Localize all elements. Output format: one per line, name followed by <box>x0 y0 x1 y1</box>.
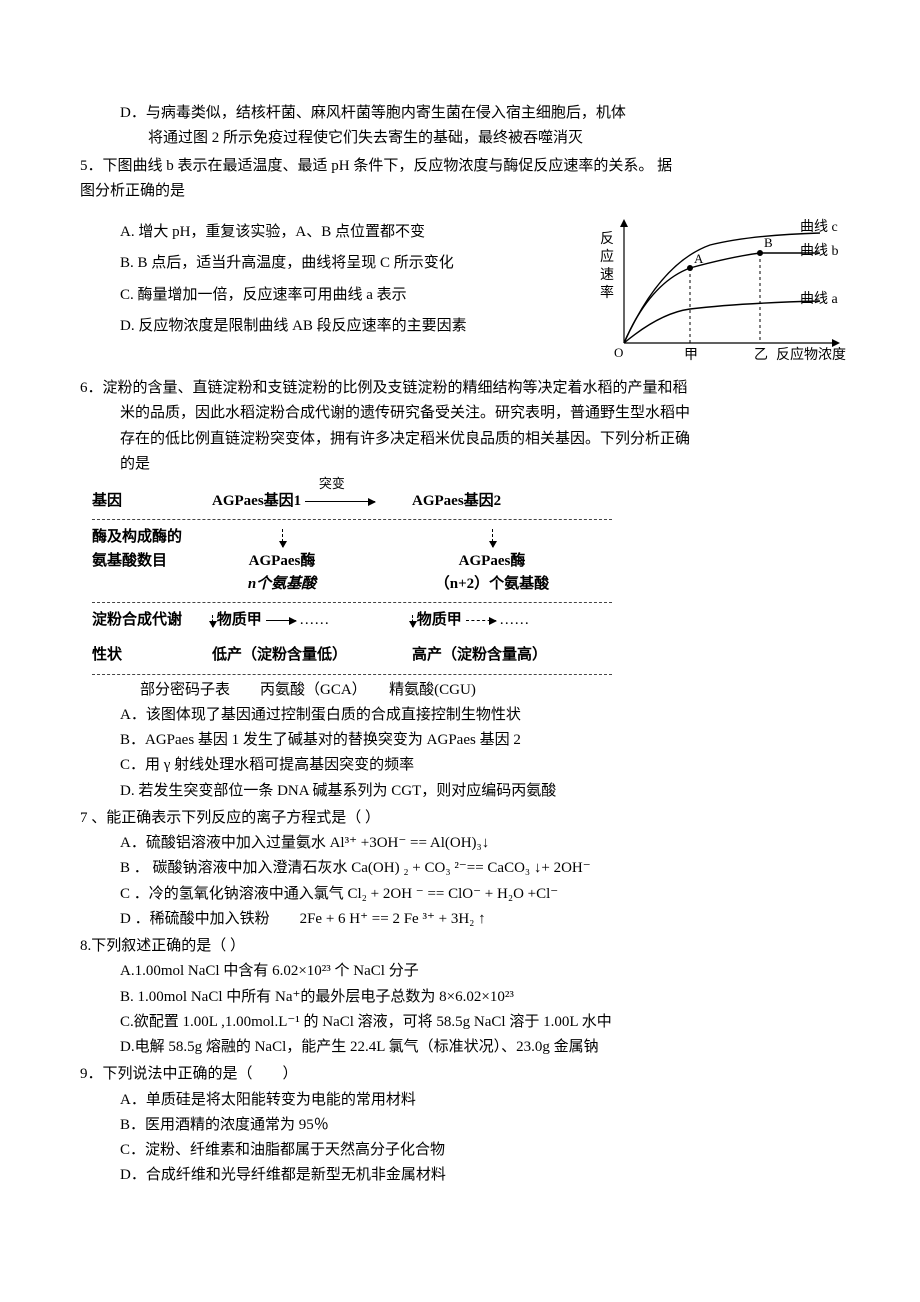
q9-option-c: C．淀粉、纤维素和油脂都属于天然高分子化合物 <box>80 1139 850 1162</box>
q6-stem-line2: 米的品质，因此水稻淀粉合成代谢的遗传研究备受关注。研究表明，普通野生型水稻中 <box>80 402 850 425</box>
gene-row3-c2: 物质甲 <box>417 612 462 628</box>
q6-option-a: A．该图体现了基因通过控制蛋白质的合成直接控制生物性状 <box>80 704 850 727</box>
q9-option-b: B．医用酒精的浓度通常为 95％ <box>80 1114 850 1137</box>
q5-option-b: B. B 点后，适当升高温度，曲线将呈现 C 所示变化 <box>80 252 572 275</box>
chart-y-char2: 应 <box>600 248 614 265</box>
q6-option-b: B．AGPaes 基因 1 发生了碱基对的替换突变为 AGPaes 基因 2 <box>80 729 850 752</box>
gene-row2-c1-l1: AGPaes酶 <box>212 550 352 573</box>
arrow-right-icon <box>305 501 375 502</box>
chart-curve-b-label: 曲线 b <box>800 243 839 259</box>
q9-option-a: A．单质硅是将太阳能转变为电能的常用材料 <box>80 1089 850 1112</box>
q5-stem-line2: 图分析正确的是 <box>80 180 850 203</box>
q7-option-d: D ．稀硫酸中加入铁粉 2Fe + 6 H⁺ == 2 Fe ³⁺ + 3H₂ … <box>80 908 850 931</box>
q7-option-a: A．硫酸铝溶液中加入过量氨水 Al³⁺ +3OH⁻ == Al(OH)₃↓ <box>80 832 850 855</box>
q7-option-b: B ． 碳酸钠溶液中加入澄清石灰水 Ca(OH) ₂ + CO₃ ²⁻== Ca… <box>80 857 850 880</box>
dash-arrow-icon <box>212 615 213 627</box>
gene-row2-label-l2: 氨基酸数目 <box>92 550 212 573</box>
chart-xtick2: 乙 <box>754 347 768 363</box>
chart-curve-c-label: 曲线 c <box>800 219 838 235</box>
dash-arrow-icon <box>282 529 283 547</box>
q6-stem-line1: 6．淀粉的含量、直链淀粉和支链淀粉的比例及支链淀粉的精细结构等决定着水稻的产量和… <box>80 377 850 400</box>
q8-option-b: B. 1.00mol NaCl 中所有 Na⁺的最外层电子总数为 8×6.02×… <box>80 986 850 1009</box>
q6-stem-line4: 的是 <box>80 453 850 476</box>
gene-row3-label: 淀粉合成代谢 <box>92 609 212 632</box>
q4-option-d-line2: 将通过图 2 所示免疫过程使它们失去寄生的基础，最终被吞噬消灭 <box>80 127 850 150</box>
chart-origin: O <box>614 345 623 360</box>
gene-row2-c2-l2: （n+2）个氨基酸 <box>435 576 549 592</box>
q6-codon-line: 部分密码子表 丙氨酸（GCA） 精氨酸(CGU) <box>80 679 850 702</box>
q5-option-c: C. 酶量增加一倍，反应速率可用曲线 a 表示 <box>80 284 572 307</box>
q8-option-d: D.电解 58.5g 熔融的 NaCl，能产生 22.4L 氯气（标准状况）、2… <box>80 1036 850 1059</box>
chart-curve-a-label: 曲线 a <box>800 291 838 307</box>
gene-row1-c1: AGPaes基因1 <box>212 493 301 509</box>
gene-row2-c2-l1: AGPaes酶 <box>412 550 572 573</box>
q8-stem: 8.下列叙述正确的是（ ） <box>80 935 850 958</box>
gene-row1-c2: AGPaes基因2 <box>412 490 612 513</box>
gene-row1-label: 基因 <box>92 490 212 513</box>
gene-row1-arrow-label: 突变 <box>319 474 345 494</box>
q8-option-a: A.1.00mol NaCl 中含有 6.02×10²³ 个 NaCl 分子 <box>80 960 850 983</box>
q5-option-a: A. 增大 pH，重复该实验，A、B 点位置都不变 <box>80 221 572 244</box>
arrow-right-icon <box>266 620 296 621</box>
chart-xtick1: 甲 <box>684 348 698 363</box>
chart-pt-a: A <box>694 251 704 266</box>
dash-arrow-right-icon <box>466 620 496 621</box>
q9-option-d: D．合成纤维和光导纤维都是新型无机非金属材料 <box>80 1164 850 1187</box>
gene-row4-c1: 低产（淀粉含量低） <box>212 644 412 667</box>
chart-x-label: 反应物浓度 <box>776 346 846 363</box>
chart-y-char3: 速 <box>600 267 614 283</box>
q6-option-c: C．用 γ 射线处理水稻可提高基因突变的频率 <box>80 754 850 777</box>
q6-option-d: D. 若发生突变部位一条 DNA 碱基系列为 CGT，则对应编码丙氨酸 <box>80 780 850 803</box>
q6-stem-line3: 存在的低比例直链淀粉突变体，拥有许多决定稻米优良品质的相关基因。下列分析正确 <box>80 428 850 451</box>
q5-stem-line1: 5．下图曲线 b 表示在最适温度、最适 pH 条件下，反应物浓度与酶促反应速率的… <box>80 155 850 178</box>
q7-stem: 7 、能正确表示下列反应的离子方程式是（ ） <box>80 807 850 830</box>
q6-gene-table: 基因 AGPaes基因1 突变 AGPaes基因2 酶及构成酶的 氨基酸数目 A… <box>92 484 850 675</box>
gene-row4-c2: 高产（淀粉含量高） <box>412 644 612 667</box>
q5-chart: 反 应 速 率 A B O 甲 <box>590 213 850 373</box>
gene-row4-label: 性状 <box>92 644 212 667</box>
chart-y-char4: 率 <box>600 284 614 301</box>
gene-row2-c1-l2: n个氨基酸 <box>248 576 316 592</box>
dash-arrow-icon <box>412 615 413 627</box>
q8-option-c: C.欲配置 1.00L ,1.00mol.L⁻¹ 的 NaCl 溶液，可将 58… <box>80 1011 850 1034</box>
dash-arrow-icon <box>492 529 493 547</box>
q5-option-d: D. 反应物浓度是限制曲线 AB 段反应速率的主要因素 <box>80 315 572 338</box>
gene-row2-label-l1: 酶及构成酶的 <box>92 526 212 549</box>
q4-option-d-line1: D．与病毒类似，结核杆菌、麻风杆菌等胞内寄生菌在侵入宿主细胞后，机体 <box>80 102 850 125</box>
chart-pt-b: B <box>764 235 773 250</box>
gene-row3-c1: 物质甲 <box>217 612 262 628</box>
q7-option-c: C ．冷的氢氧化钠溶液中通入氯气 Cl₂ + 2OH ⁻ == ClO⁻ + H… <box>80 883 850 906</box>
chart-y-char1: 反 <box>600 231 614 247</box>
q9-stem: 9．下列说法中正确的是（ ） <box>80 1063 850 1086</box>
